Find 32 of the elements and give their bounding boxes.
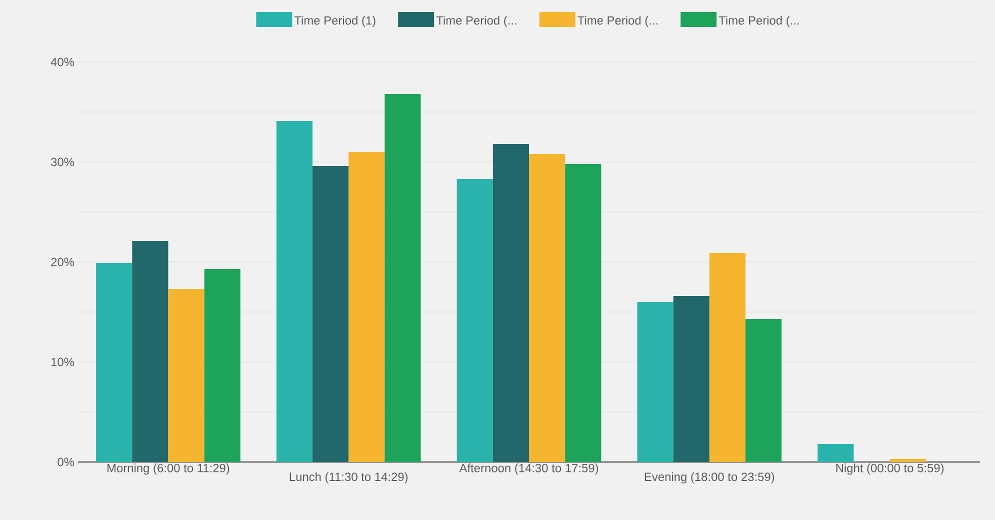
bar [890,458,926,462]
x-tick-label: Night (00:00 to 5:59) [836,464,944,475]
x-tick-label: Lunch (11:30 to 14:29) [290,472,408,484]
bar [96,262,132,462]
bar [348,152,385,462]
bar [312,166,349,462]
legend-label: Time Period (... [718,16,799,28]
legend-label: Time Period (1) [294,16,376,28]
bar [168,288,204,462]
bar [456,178,493,462]
x-tick-label: Afternoon (14:30 to 17:59) [459,464,598,475]
bar [492,144,530,462]
x-tick-label: Morning (6:00 to 11:29) [108,464,230,475]
legend-label: Time Period (... [436,16,516,28]
y-tick-label: 10% [51,358,74,366]
bar [565,164,602,462]
x-tick-label: Evening (18:00 to 23:59) [644,472,774,484]
bar [132,240,168,462]
bar [384,94,421,462]
y-tick-label: 0% [58,458,74,466]
bar [529,154,566,462]
bar [276,120,313,462]
bar [818,444,854,462]
legend-label: Time Period (... [578,16,658,28]
bar [709,252,746,462]
y-tick-label: 40% [50,58,74,66]
bar [204,268,240,462]
y-tick-label: 20% [51,258,74,266]
y-tick-label: 30% [51,158,74,166]
bar [745,318,782,462]
bar [637,302,674,462]
bar [673,296,710,462]
